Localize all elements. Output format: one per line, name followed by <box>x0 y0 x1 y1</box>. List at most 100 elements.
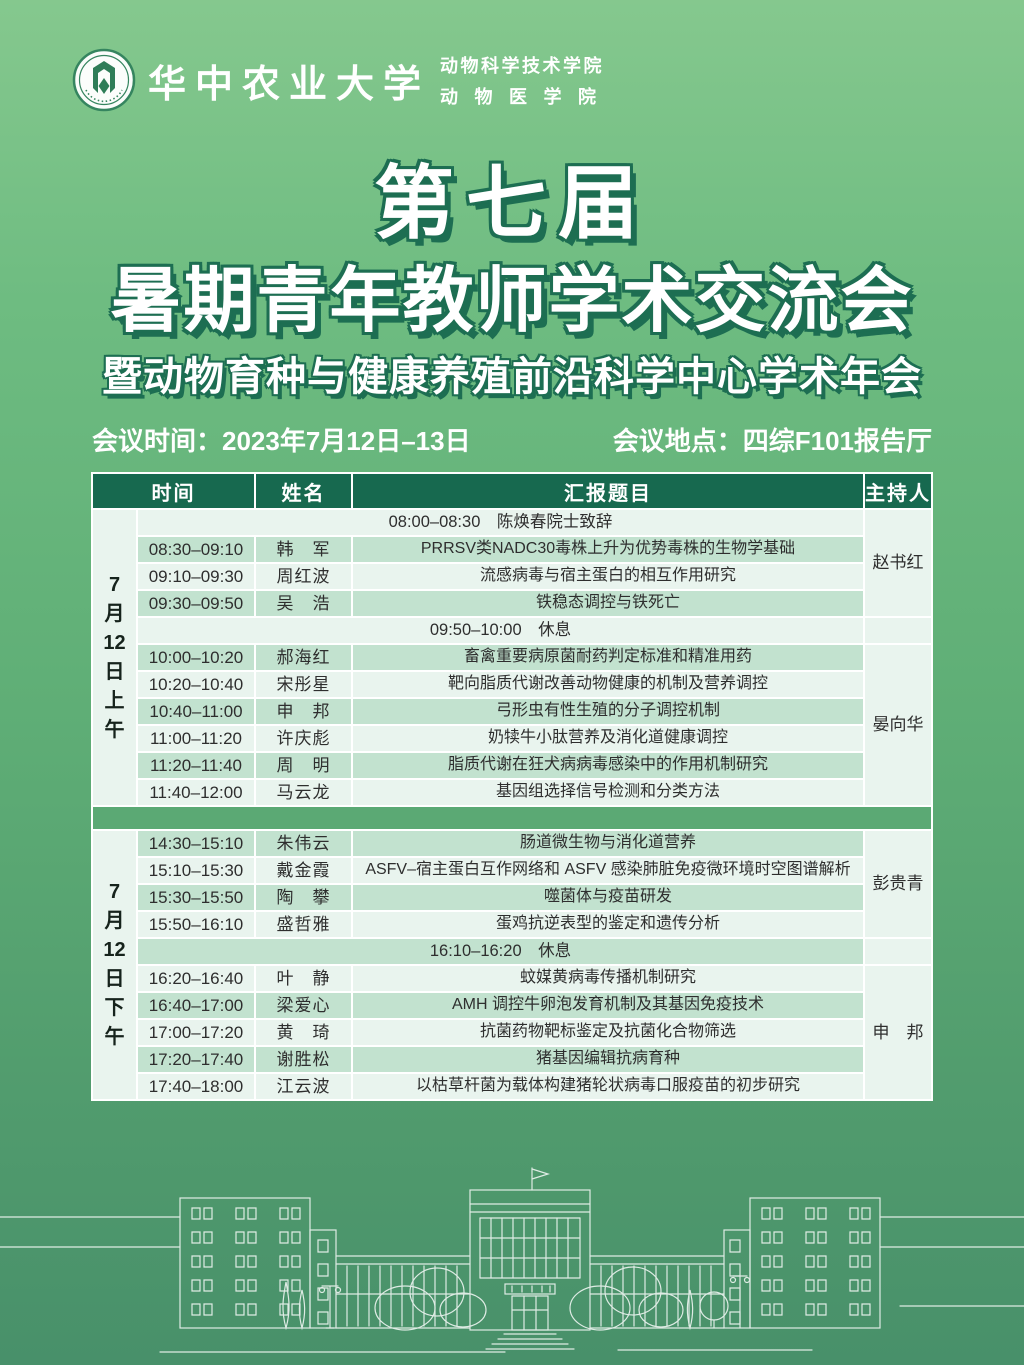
schedule-table: 时间 姓名 汇报题目 主持人 7 月 12 日上午 08:00–08:30 陈焕春院士致辞 赵书红… <box>91 472 933 1101</box>
talk-title-cell: 弓形虫有性生殖的分子调控机制 <box>351 697 865 726</box>
schedule-row: 09:50–10:00 休息 <box>92 616 933 645</box>
session-label-cell: 7 月 12 日上午 <box>91 508 138 807</box>
time-cell: 15:30–15:50 <box>136 883 256 912</box>
speaker-name-cell: 周红波 <box>254 562 353 591</box>
speaker-name-cell: 宋彤星 <box>254 670 353 699</box>
time-cell: 15:50–16:10 <box>136 910 256 939</box>
talk-title-cell: 肠道微生物与消化道营养 <box>351 829 865 858</box>
time-cell: 15:10–15:30 <box>136 856 256 885</box>
conference-edition-title: 第七届 <box>374 159 650 248</box>
schedule-row: 15:10–15:30 戴金霞 ASFV–宿主蛋白互作网络和 ASFV 感染肺脏免疫… <box>92 856 932 885</box>
college-names: 动物科学技术学院 动物医学院 <box>440 52 613 109</box>
schedule-row: 08:30–09:10 韩 军 PRRSV类NADC30毒株上升为优势毒株的生物学基… <box>92 535 932 564</box>
time-cell: 09:10–09:30 <box>136 562 256 591</box>
schedule-row: 09:10–09:30 周红波 流感病毒与宿主蛋白的相互作用研究 <box>92 562 932 591</box>
break-cell: 08:00–08:30 陈焕春院士致辞 <box>136 508 865 537</box>
host-cell: 晏向华 <box>863 643 933 807</box>
time-cell: 10:40–11:00 <box>136 697 256 726</box>
talk-title-cell: 铁稳态调控与铁死亡 <box>351 589 865 618</box>
speaker-name-cell: 吴 浩 <box>254 589 353 618</box>
session-label-segment: 7 <box>108 573 121 596</box>
university-seal-icon <box>72 48 136 112</box>
schedule-row: 17:00–17:20 黄 琦抗菌药物靶标鉴定及抗菌化合物筛选 <box>92 1018 932 1047</box>
schedule-row: 16:40–17:00 梁爱心 AMH 调控牛卵泡发育机制及其基因免疫技术 <box>92 991 932 1020</box>
time-cell: 17:00–17:20 <box>136 1018 256 1047</box>
talk-title-cell: ASFV–宿主蛋白互作网络和 ASFV 感染肺脏免疫微环境时空图谱解析 <box>351 856 865 885</box>
speaker-name-cell: 江云波 <box>254 1072 353 1101</box>
time-cell: 11:40–12:00 <box>136 778 256 807</box>
session-label-segment: 月 <box>104 910 125 932</box>
schedule-row: 15:50–16:10 盛哲雅 蛋鸡抗逆表型的鉴定和遗传分析 <box>92 910 932 939</box>
talk-title-cell: AMH 调控牛卵泡发育机制及其基因免疫技术 <box>351 991 865 1020</box>
talk-title-cell: 以枯草杆菌为载体构建猪轮状病毒口服疫苗的初步研究 <box>351 1072 865 1101</box>
host-cell: 彭贵青 <box>863 829 933 939</box>
meeting-location-label: 会议地点：四综F101报告厅 <box>612 426 932 456</box>
speaker-name-cell: 申 邦 <box>254 697 353 726</box>
schedule-row: 7 月 12 日下午 14:30–15:10 朱伟云 肠道微生物与消化道营养 彭贵青 <box>91 829 933 1101</box>
speaker-name-cell: 周 明 <box>254 751 353 780</box>
time-cell: 08:30–09:10 <box>136 535 256 564</box>
schedule-row: 16:10–16:20 休息 <box>92 937 933 966</box>
session-label-segment: 午 <box>104 1026 125 1048</box>
meeting-time-label: 会议时间：2023年7月12日–13日 <box>92 426 471 456</box>
col-header-0: 时间 <box>91 472 256 510</box>
talk-title-cell: 畜禽重要病原菌耐药判定标准和精准用药 <box>351 643 865 672</box>
speaker-name-cell: 马云龙 <box>254 778 353 807</box>
session-label-cell: 7 月 12 日下午 <box>91 829 138 1101</box>
campus-building-illustration <box>0 1167 1024 1353</box>
speaker-name-cell: 许庆彪 <box>254 724 353 753</box>
speaker-name-cell: 陶 攀 <box>254 883 353 912</box>
schedule-row: 10:40–11:00 申 邦弓形虫有性生殖的分子调控机制 <box>92 697 932 726</box>
time-cell: 16:20–16:40 <box>136 964 256 993</box>
talk-title-cell: 基因组选择信号检测和分类方法 <box>351 778 865 807</box>
talk-title-cell: 脂质代谢在狂犬病病毒感染中的作用机制研究 <box>351 751 865 780</box>
speaker-name-cell: 盛哲雅 <box>254 910 353 939</box>
schedule-row: 10:20–10:40 宋彤星 靶向脂质代谢改善动物健康的机制及营养调控 <box>92 670 932 699</box>
session-label-segment: 日 <box>104 660 125 683</box>
speaker-name-cell: 叶 静 <box>254 964 353 993</box>
meeting-meta-row: 会议时间：2023年7月12日–13日 会议地点：四综F101报告厅 <box>92 421 932 458</box>
host-cell <box>863 937 933 966</box>
talk-title-cell: 噬菌体与疫苗研发 <box>351 883 865 912</box>
col-header-2: 汇报题目 <box>351 472 865 510</box>
session-label-segment: 午 <box>104 718 125 741</box>
session-label-segment: 12 <box>103 939 126 961</box>
col-header-3: 主持人 <box>863 472 933 510</box>
session-label-segment: 日 <box>104 968 125 990</box>
talk-title-cell: 猪基因编辑抗病育种 <box>351 1045 865 1074</box>
session-label-segment: 12 <box>103 631 126 654</box>
speaker-name-cell: 梁爱心 <box>254 991 353 1020</box>
talk-title-cell: 流感病毒与宿主蛋白的相互作用研究 <box>351 562 865 591</box>
schedule-row: 11:40–12:00 马云龙 基因组选择信号检测和分类方法 <box>92 778 932 807</box>
host-cell <box>863 616 933 645</box>
speaker-name-cell: 谢胜松 <box>254 1045 353 1074</box>
speaker-name-cell: 戴金霞 <box>254 856 353 885</box>
university-name: 华中农业大学 <box>148 63 431 106</box>
break-cell: 09:50–10:00 休息 <box>136 616 865 645</box>
schedule-row: 10:00–10:20 郝海红 畜禽重要病原菌耐药判定标准和精准用药 晏向华 <box>92 643 933 807</box>
session-label-segment: 上 <box>104 689 125 712</box>
time-cell: 10:20–10:40 <box>136 670 256 699</box>
time-cell: 11:20–11:40 <box>136 751 256 780</box>
time-cell: 17:40–18:00 <box>136 1072 256 1101</box>
title-block: 第七届 暑期青年教师学术交流会 暨动物育种与健康养殖前沿科学中心学术年会 <box>0 159 1024 399</box>
session-separator <box>91 805 933 831</box>
time-cell: 09:30–09:50 <box>136 589 256 618</box>
time-cell: 17:20–17:40 <box>136 1045 256 1074</box>
schedule-row: 17:20–17:40 谢胜松 猪基因编辑抗病育种 <box>92 1045 932 1074</box>
schedule-row: 11:00–11:20 许庆彪 奶犊牛小肽营养及消化道健康调控 <box>92 724 932 753</box>
session-label-segment: 下 <box>104 997 125 1019</box>
talk-title-cell: 靶向脂质代谢改善动物健康的机制及营养调控 <box>351 670 865 699</box>
talk-title-cell: 蚊媒黄病毒传播机制研究 <box>351 964 865 993</box>
speaker-name-cell: 郝海红 <box>254 643 353 672</box>
brand-header: 华中农业大学 动物科学技术学院 动物医学院 <box>0 0 1024 112</box>
schedule-row: 09:30–09:50 吴 浩铁稳态调控与铁死亡 <box>92 589 932 618</box>
session-label-segment: 7 <box>108 881 121 903</box>
schedule-row: 17:40–18:00 江云波 以枯草杆菌为载体构建猪轮状病毒口服疫苗的初步研究 <box>92 1072 932 1101</box>
schedule-row: 11:20–11:40 周 明脂质代谢在狂犬病病毒感染中的作用机制研究 <box>92 751 932 780</box>
conference-subtitle: 暨动物育种与健康养殖前沿科学中心学术年会 <box>102 355 922 399</box>
schedule-row: 16:20–16:40 叶 静蚊媒黄病毒传播机制研究申 邦 <box>92 964 933 1101</box>
time-cell: 11:00–11:20 <box>136 724 256 753</box>
college-name-line1: 动物科学技术学院 <box>440 55 605 76</box>
